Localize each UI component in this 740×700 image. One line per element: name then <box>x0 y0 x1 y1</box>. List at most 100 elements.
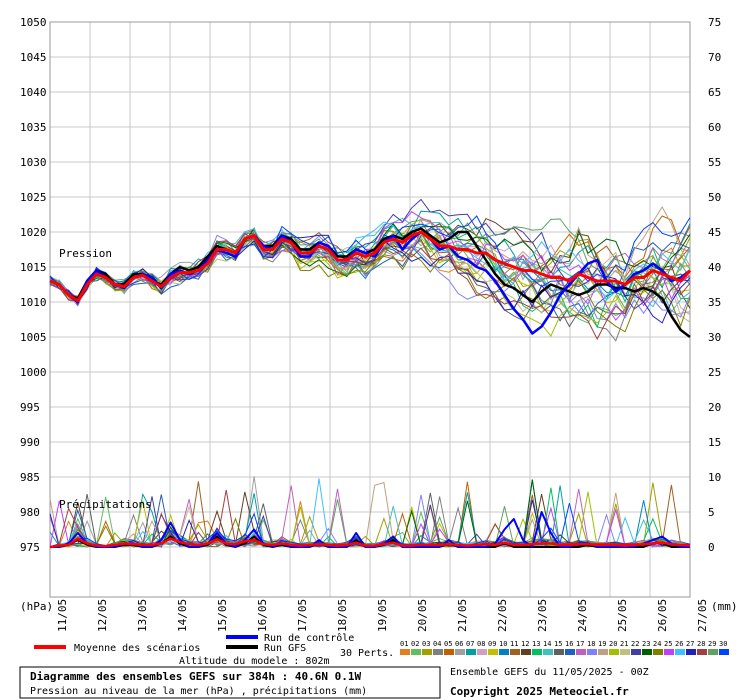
pert-swatch <box>455 649 465 655</box>
pert-code: 01 <box>400 640 408 648</box>
pert-swatch <box>510 649 520 655</box>
pert-swatch <box>642 649 652 655</box>
pressure-tick-label: 1025 <box>20 191 47 204</box>
pressure-tick-label: 980 <box>20 506 40 519</box>
pressure-tick-label: 1030 <box>20 156 47 169</box>
pert-swatch <box>521 649 531 655</box>
chart-title: Diagramme des ensembles GEFS sur 384h : … <box>30 670 362 683</box>
pert-code: 15 <box>554 640 562 648</box>
pert-code: 05 <box>444 640 452 648</box>
pressure-axis-ticks: 975 980 985 990 995 1000 1005 1010 1015 1020 1025 1… <box>20 16 47 554</box>
pert-code: 26 <box>675 640 683 648</box>
pert-code: 04 <box>433 640 441 648</box>
pressure-tick-label: 1035 <box>20 121 47 134</box>
precip-tick-label: 50 <box>708 191 721 204</box>
pert-code: 16 <box>565 640 573 648</box>
pert-swatch <box>554 649 564 655</box>
date-tick-label: 12/05 <box>96 599 109 632</box>
pressure-tick-label: 995 <box>20 401 40 414</box>
pert-swatch <box>587 649 597 655</box>
perturbation-pressure-line <box>49 198 691 310</box>
pert-code: 23 <box>642 640 650 648</box>
series-pressure-line <box>49 230 692 303</box>
pert-swatch <box>631 649 641 655</box>
perturbation-pressure-line <box>49 222 691 301</box>
date-tick-label: 16/05 <box>256 599 269 632</box>
precip-label: Précipitations <box>59 498 152 511</box>
pert-code: 12 <box>521 640 529 648</box>
precip-tick-label: 5 <box>708 506 715 519</box>
pert-swatch <box>697 649 707 655</box>
pert-code: 13 <box>532 640 540 648</box>
precip-tick-label: 10 <box>708 471 721 484</box>
date-tick-label: 14/05 <box>176 599 189 632</box>
pert-code: 30 <box>719 640 727 648</box>
plot-frame <box>49 21 691 598</box>
pert-code: 02 <box>411 640 419 648</box>
precip-tick-label: 35 <box>708 296 721 309</box>
pressure-tick-label: 990 <box>20 436 40 449</box>
precip-tick-label: 55 <box>708 156 721 169</box>
pert-swatch <box>609 649 619 655</box>
pert-code: 07 <box>466 640 474 648</box>
date-tick-label: 25/05 <box>616 599 629 632</box>
legend-gfs-label: Run GFS <box>264 643 306 654</box>
date-tick-label: 22/05 <box>496 599 509 632</box>
pert-code: 09 <box>488 640 496 648</box>
perturbation-legend: 01 02 03 04 05 06 07 08 09 10 11 12 13 14 15 16 17 18 19 20… <box>400 640 729 655</box>
ensemble-label: Ensemble GEFS du 11/05/2025 - 00Z <box>450 667 649 678</box>
legend-mean-label: Moyenne des scénarios <box>74 642 200 654</box>
pert-code: 19 <box>598 640 606 648</box>
pert-swatch <box>664 649 674 655</box>
pressure-tick-label: 975 <box>20 541 40 554</box>
pressure-label: Pression <box>59 247 112 260</box>
pert-swatch <box>543 649 553 655</box>
pert-swatch <box>598 649 608 655</box>
pert-swatch <box>675 649 685 655</box>
precip-tick-label: 15 <box>708 436 721 449</box>
pressure-tick-label: 1040 <box>20 86 47 99</box>
precip-tick-label: 70 <box>708 51 721 64</box>
date-tick-label: 23/05 <box>536 599 549 632</box>
pert-code: 21 <box>620 640 628 648</box>
pressure-tick-label: 985 <box>20 471 40 484</box>
date-tick-label: 17/05 <box>296 599 309 632</box>
pert-swatch <box>719 649 729 655</box>
date-tick-label: 13/05 <box>136 599 149 632</box>
precip-tick-label: 60 <box>708 121 721 134</box>
left-axis-unit: (hPa) <box>20 600 53 613</box>
legend-perts-label: 30 Perts. <box>340 648 394 659</box>
pert-swatch <box>422 649 432 655</box>
pert-swatch <box>488 649 498 655</box>
date-tick-label: 21/05 <box>456 599 469 632</box>
pert-code: 25 <box>664 640 672 648</box>
pert-code: 18 <box>587 640 595 648</box>
perturbation-pressure-line <box>49 218 691 310</box>
pert-swatch <box>532 649 542 655</box>
pert-swatch <box>444 649 454 655</box>
pert-swatch <box>653 649 663 655</box>
title-box <box>19 666 441 699</box>
chart-subtitle: Pression au niveau de la mer (hPa) , pré… <box>30 685 367 697</box>
pert-swatch <box>411 649 421 655</box>
precip-tick-label: 40 <box>708 261 721 274</box>
pert-swatch <box>686 649 696 655</box>
precip-tick-label: 75 <box>708 16 721 29</box>
main-series-lines <box>49 227 692 549</box>
pert-swatch <box>499 649 509 655</box>
pressure-tick-label: 1045 <box>20 51 47 64</box>
precip-tick-label: 65 <box>708 86 721 99</box>
pert-code: 10 <box>499 640 507 648</box>
right-axis-unit: (mm) <box>711 600 738 613</box>
pert-code: 24 <box>653 640 661 648</box>
pert-swatch <box>565 649 575 655</box>
legend: Moyenne des scénarios Run de contrôle Ru… <box>34 632 729 667</box>
pert-swatch <box>620 649 630 655</box>
pert-code: 03 <box>422 640 430 648</box>
pert-swatch <box>433 649 443 655</box>
pert-code: 28 <box>697 640 705 648</box>
precip-tick-label: 0 <box>708 541 715 554</box>
pert-swatch <box>576 649 586 655</box>
pressure-tick-label: 1010 <box>20 296 47 309</box>
pressure-tick-label: 1020 <box>20 226 47 239</box>
